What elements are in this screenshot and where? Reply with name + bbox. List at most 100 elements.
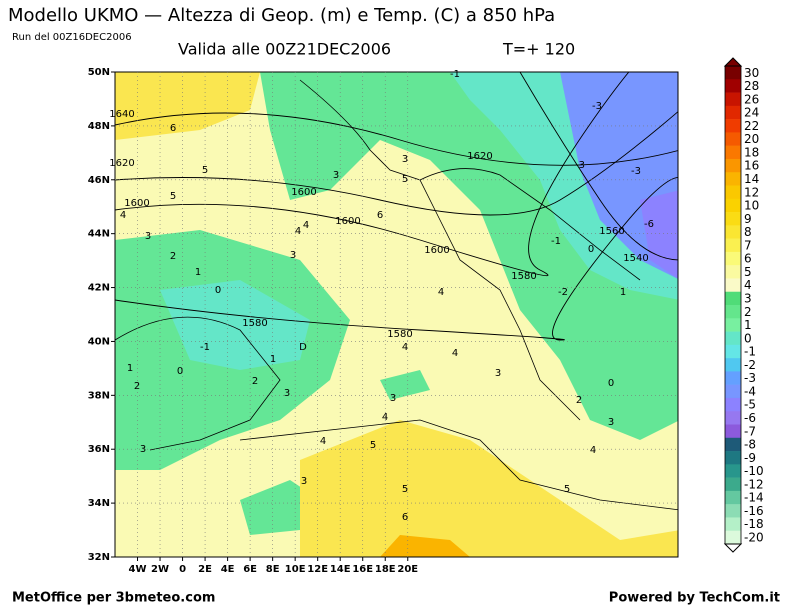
colorbar-label: -16 — [744, 504, 764, 518]
colorbar-label: 8 — [744, 225, 752, 239]
lon-label: 6E — [243, 564, 257, 575]
contour-label: 3 — [608, 417, 614, 428]
contour-label: 4 — [438, 287, 444, 298]
contour-label: 1600 — [124, 198, 149, 209]
contour-label: 3 — [284, 388, 290, 399]
colorbar-label: 10 — [744, 199, 759, 213]
contour-label: 1580 — [242, 318, 267, 329]
lat-label: 40N — [88, 336, 110, 347]
colorbar-swatch — [725, 198, 741, 213]
contour-label: 4 — [120, 210, 126, 221]
contour-label: -3 — [631, 166, 641, 177]
colorbar-swatch — [725, 105, 741, 120]
colorbar-label: -18 — [744, 517, 764, 531]
colorbar-swatch — [725, 318, 741, 332]
colorbar-swatch — [725, 451, 741, 465]
lon-label: 2W — [151, 564, 169, 575]
colorbar-label: -7 — [744, 424, 756, 438]
colorbar-label: 12 — [744, 185, 759, 199]
footer-right: Powered by TechCom.it — [609, 591, 780, 606]
colorbar-swatch — [725, 517, 741, 532]
lon-label: 8E — [266, 564, 280, 575]
contour-label: -3 — [575, 160, 585, 171]
colorbar-swatch — [725, 371, 741, 385]
colorbar-swatch — [725, 464, 741, 478]
contour-label: -1 — [200, 342, 210, 353]
colorbar-label: 16 — [744, 159, 759, 173]
contour-label: 1620 — [109, 158, 134, 169]
lon-label: 16E — [352, 564, 373, 575]
colorbar-label: 14 — [744, 172, 759, 186]
contour-label: -3 — [592, 101, 602, 112]
colorbar-label: 22 — [744, 119, 759, 133]
colorbar-label: 7 — [744, 238, 752, 252]
colorbar-label: -20 — [744, 531, 764, 545]
contour-label: -6 — [644, 219, 654, 230]
colorbar-label: 9 — [744, 212, 752, 226]
valid-label: Valida alle 00Z21DEC2006 — [178, 40, 391, 59]
colorbar-label: -9 — [744, 451, 756, 465]
contour-label: 6 — [402, 512, 408, 523]
colorbar-frame — [724, 65, 742, 545]
colorbar-swatch — [725, 490, 741, 505]
colorbar-label: 20 — [744, 132, 759, 146]
contour-label: 2 — [134, 381, 140, 392]
lat-label: 42N — [88, 283, 110, 294]
field-cyan-west — [160, 280, 310, 370]
field-green-small — [380, 370, 430, 400]
colorbar-swatch — [725, 477, 741, 492]
contour-label: 1540 — [623, 253, 648, 264]
lon-label: 10E — [285, 564, 306, 575]
colorbar-swatch — [725, 291, 741, 306]
lat-label: 44N — [88, 229, 110, 240]
colorbar-swatch — [725, 504, 741, 518]
run-label: Run del 00Z16DEC2006 — [12, 32, 132, 43]
contour-label: 3 — [495, 368, 501, 379]
colorbar-label: 0 — [744, 331, 752, 345]
contour-label: 1 — [127, 363, 133, 374]
contour-label: 4 — [303, 220, 309, 231]
colorbar-label: 30 — [744, 66, 759, 80]
colorbar-label: -6 — [744, 411, 756, 425]
contour-label: 1 — [270, 354, 276, 365]
colorbar-label: -2 — [744, 358, 756, 372]
contour-label: -1 — [551, 236, 561, 247]
contour-label: 2 — [252, 376, 258, 387]
lat-label: 38N — [88, 390, 110, 401]
colorbar-swatch — [725, 397, 741, 412]
colorbar-swatch — [725, 265, 741, 279]
contour-label: 0 — [215, 285, 221, 296]
field-warm — [115, 72, 260, 140]
contour-label: 1600 — [424, 245, 449, 256]
lon-label: 2E — [198, 564, 212, 575]
colorbar: 30282624222018161412109876543210-1-2-3-4… — [723, 57, 764, 553]
title: Modello UKMO — Altezza di Geop. (m) e Te… — [8, 5, 555, 26]
contour-label: 4 — [590, 445, 596, 456]
contour-label: 3 — [140, 444, 146, 455]
colorbar-swatch — [725, 530, 741, 545]
colorbar-label: -8 — [744, 438, 756, 452]
lat-label: 48N — [88, 121, 110, 132]
contour-line — [115, 111, 678, 216]
contour-label: 1600 — [335, 216, 360, 227]
colorbar-swatch — [725, 212, 741, 226]
contour-label: 3 — [145, 231, 151, 242]
contour-label: 1600 — [291, 187, 316, 198]
lat-label: 50N — [88, 67, 110, 78]
colorbar-label: 1 — [744, 318, 752, 332]
colorbar-swatch — [725, 331, 741, 346]
colorbar-swatch — [725, 238, 741, 253]
colorbar-swatch — [725, 172, 741, 186]
field-warm-south — [300, 420, 678, 557]
map-field — [115, 72, 678, 557]
lon-label: 14E — [330, 564, 351, 575]
colorbar-swatch — [725, 66, 741, 80]
colorbar-label: -4 — [744, 384, 756, 398]
colorbar-label: -1 — [744, 345, 756, 359]
contour-label: D — [299, 342, 307, 353]
colorbar-top — [723, 57, 743, 67]
contour-label: -1 — [450, 69, 460, 80]
contour-label: 6 — [170, 123, 176, 134]
colorbar-label: -12 — [744, 477, 764, 491]
